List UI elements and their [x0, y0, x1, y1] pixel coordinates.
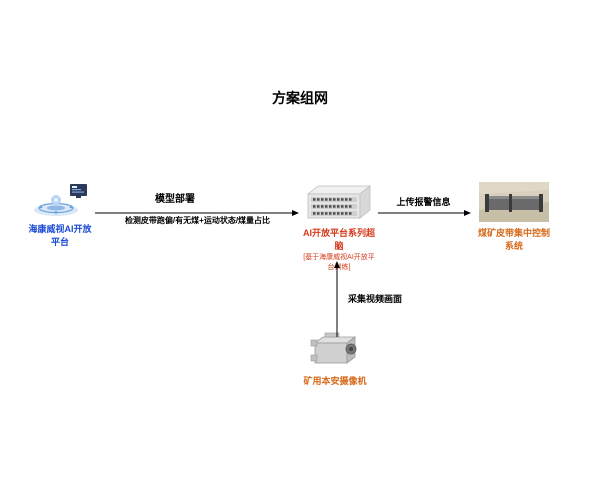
control-system-icon: [479, 182, 549, 222]
node-ai-platform-label: 海康威视AI开放平台: [25, 222, 95, 248]
node-server-sublabel: [基于海康威视AI开放平台训练]: [300, 252, 378, 272]
server-icon: [304, 182, 374, 222]
edge-deploy-label: 模型部署: [120, 190, 230, 205]
ai-platform-icon: [30, 178, 90, 218]
node-camera-label: 矿用本安摄像机: [303, 374, 366, 387]
edge-alarm-label: 上传报警信息: [381, 195, 466, 208]
node-control-system-label: 煤矿皮带集中控制系统: [475, 226, 553, 252]
node-camera: 矿用本安摄像机: [300, 325, 370, 387]
node-server: AI开放平台系列超脑 [基于海康威视AI开放平台训练]: [300, 182, 378, 272]
diagram-title: 方案组网: [0, 88, 600, 108]
node-control-system: 煤矿皮带集中控制系统: [475, 182, 553, 252]
camera-icon: [305, 325, 365, 370]
node-ai-platform: 海康威视AI开放平台: [25, 178, 95, 248]
node-server-label: AI开放平台系列超脑: [300, 226, 378, 252]
edge-video-label: 采集视频画面: [340, 292, 410, 305]
edge-deploy-sublabel: 检测皮带跑偏/有无煤+运动状态/煤量占比: [95, 215, 300, 226]
diagram-title-text: 方案组网: [272, 90, 328, 106]
